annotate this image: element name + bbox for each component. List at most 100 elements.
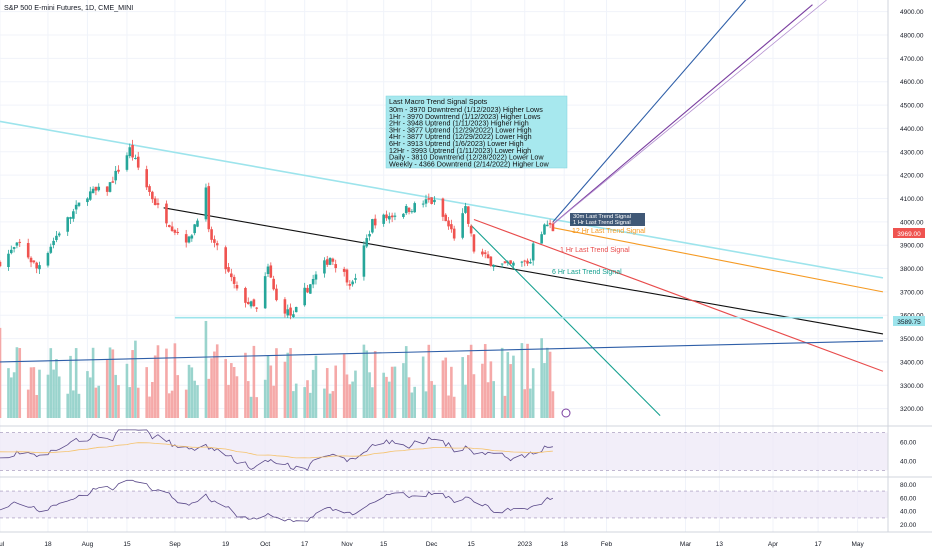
- volume-bar: [151, 382, 154, 418]
- candle-body: [373, 218, 377, 226]
- candle-body: [461, 213, 464, 238]
- volume-bar: [134, 340, 137, 418]
- volume-bar: [18, 348, 22, 418]
- trend-line: [473, 218, 884, 372]
- candle-body: [74, 204, 78, 210]
- date-tick-label: 19: [222, 541, 230, 548]
- price-tick-label: 4100.00: [900, 196, 924, 203]
- volume-bar: [249, 396, 253, 418]
- trend-line: [552, 0, 827, 225]
- oscillator-1-pane: 40.00 60.00: [0, 429, 917, 471]
- volume-bar: [26, 389, 30, 418]
- volume-bar: [407, 377, 411, 418]
- current-price-badge: 3969.00: [893, 228, 925, 238]
- macro-signal-line: 4Hr - 3877 Uptrend (12/29/2022) Lower Hi…: [389, 132, 532, 141]
- volume-bar: [77, 393, 81, 418]
- volume-bar: [263, 379, 267, 418]
- candle-body: [255, 307, 259, 309]
- volume-bar: [269, 365, 273, 418]
- volume-bar: [213, 351, 216, 418]
- candle-body: [38, 265, 41, 270]
- date-tick-label: 15: [468, 541, 476, 548]
- macro-signal-title: Last Macro Trend Signal Spots: [389, 97, 488, 106]
- candle-body: [187, 236, 191, 243]
- candle-body: [410, 211, 414, 213]
- candle-body: [272, 278, 275, 290]
- candle-body: [503, 261, 507, 263]
- volume-bar: [131, 350, 134, 418]
- candle-body: [156, 203, 160, 205]
- volume-bar: [531, 368, 535, 418]
- volume-bar: [512, 355, 515, 418]
- candle-body: [481, 251, 484, 255]
- volume-bar: [489, 361, 493, 418]
- candle-body: [506, 261, 510, 264]
- candle-body: [210, 229, 213, 240]
- volume-bar: [433, 384, 436, 418]
- candle-body: [145, 169, 148, 188]
- macro-signal-line: Daily - 3810 Downtrend (12/28/2022) Lowe…: [389, 153, 544, 162]
- candles[interactable]: [0, 139, 555, 320]
- candle-body: [325, 259, 329, 265]
- candle-body: [105, 186, 109, 192]
- volume-bar: [520, 343, 524, 418]
- volume-bar: [311, 369, 315, 418]
- volume-bar: [167, 393, 171, 418]
- candle-body: [91, 188, 95, 194]
- volume-bar: [382, 372, 385, 418]
- chart-settings-icon[interactable]: [561, 408, 571, 418]
- volume-bar: [526, 343, 529, 418]
- volume-bar: [69, 355, 72, 418]
- osc-tick-label: 60.00: [900, 495, 917, 502]
- trend-line: [0, 120, 884, 279]
- price-tick-label: 3400.00: [900, 359, 924, 366]
- candle-body: [263, 276, 267, 309]
- candle-body: [309, 284, 312, 294]
- volume-bar: [390, 366, 394, 418]
- candle-body: [114, 170, 117, 181]
- candle-body: [306, 287, 309, 293]
- volume-bar: [306, 380, 309, 418]
- volume-bar: [492, 381, 495, 418]
- candle-body: [452, 228, 456, 239]
- candle-body: [512, 262, 515, 266]
- volume-bar: [66, 393, 70, 418]
- candle-body: [196, 220, 199, 227]
- volume-bar: [125, 363, 129, 418]
- candle-body: [469, 225, 473, 234]
- macro-signal-box: Last Macro Trend Signal Spots 30m - 3970…: [385, 95, 568, 168]
- volume-bar: [57, 376, 61, 418]
- volume-bar: [334, 365, 338, 418]
- volume-bar: [230, 363, 233, 418]
- volume-bar: [303, 387, 306, 418]
- volume-bar: [469, 344, 473, 418]
- current-price-badge-bg: [893, 228, 925, 238]
- volume-bar: [410, 392, 414, 418]
- volume-bar: [136, 387, 140, 418]
- candle-body: [184, 234, 188, 243]
- price-tick-label: 4000.00: [900, 219, 924, 226]
- osc-line: [0, 479, 554, 523]
- candle-body: [413, 203, 416, 213]
- candle-body: [193, 224, 196, 234]
- level-price-badge-bg: [893, 316, 925, 326]
- candle-body: [269, 265, 273, 278]
- candle-body: [393, 215, 397, 217]
- volume-bar: [15, 347, 19, 418]
- volume-bar: [373, 351, 377, 418]
- volume-bar: [402, 363, 405, 418]
- volume-bar: [509, 364, 512, 418]
- date-tick-label: Feb: [601, 541, 613, 548]
- date-tick-label: Oct: [260, 541, 270, 548]
- volume-bar: [345, 374, 349, 418]
- signal-label-12hr: 12 Hr Last Trend Signal: [572, 228, 646, 235]
- date-tick-label: 15: [380, 541, 388, 548]
- candle-body: [303, 287, 306, 306]
- candle-body: [213, 239, 216, 243]
- volume-bar: [29, 367, 33, 418]
- trend-line: [552, 4, 813, 225]
- signal-label-6hr: 6 Hr Last Trend Signal: [552, 269, 622, 276]
- candle-body: [500, 263, 504, 265]
- candle-body: [7, 253, 10, 268]
